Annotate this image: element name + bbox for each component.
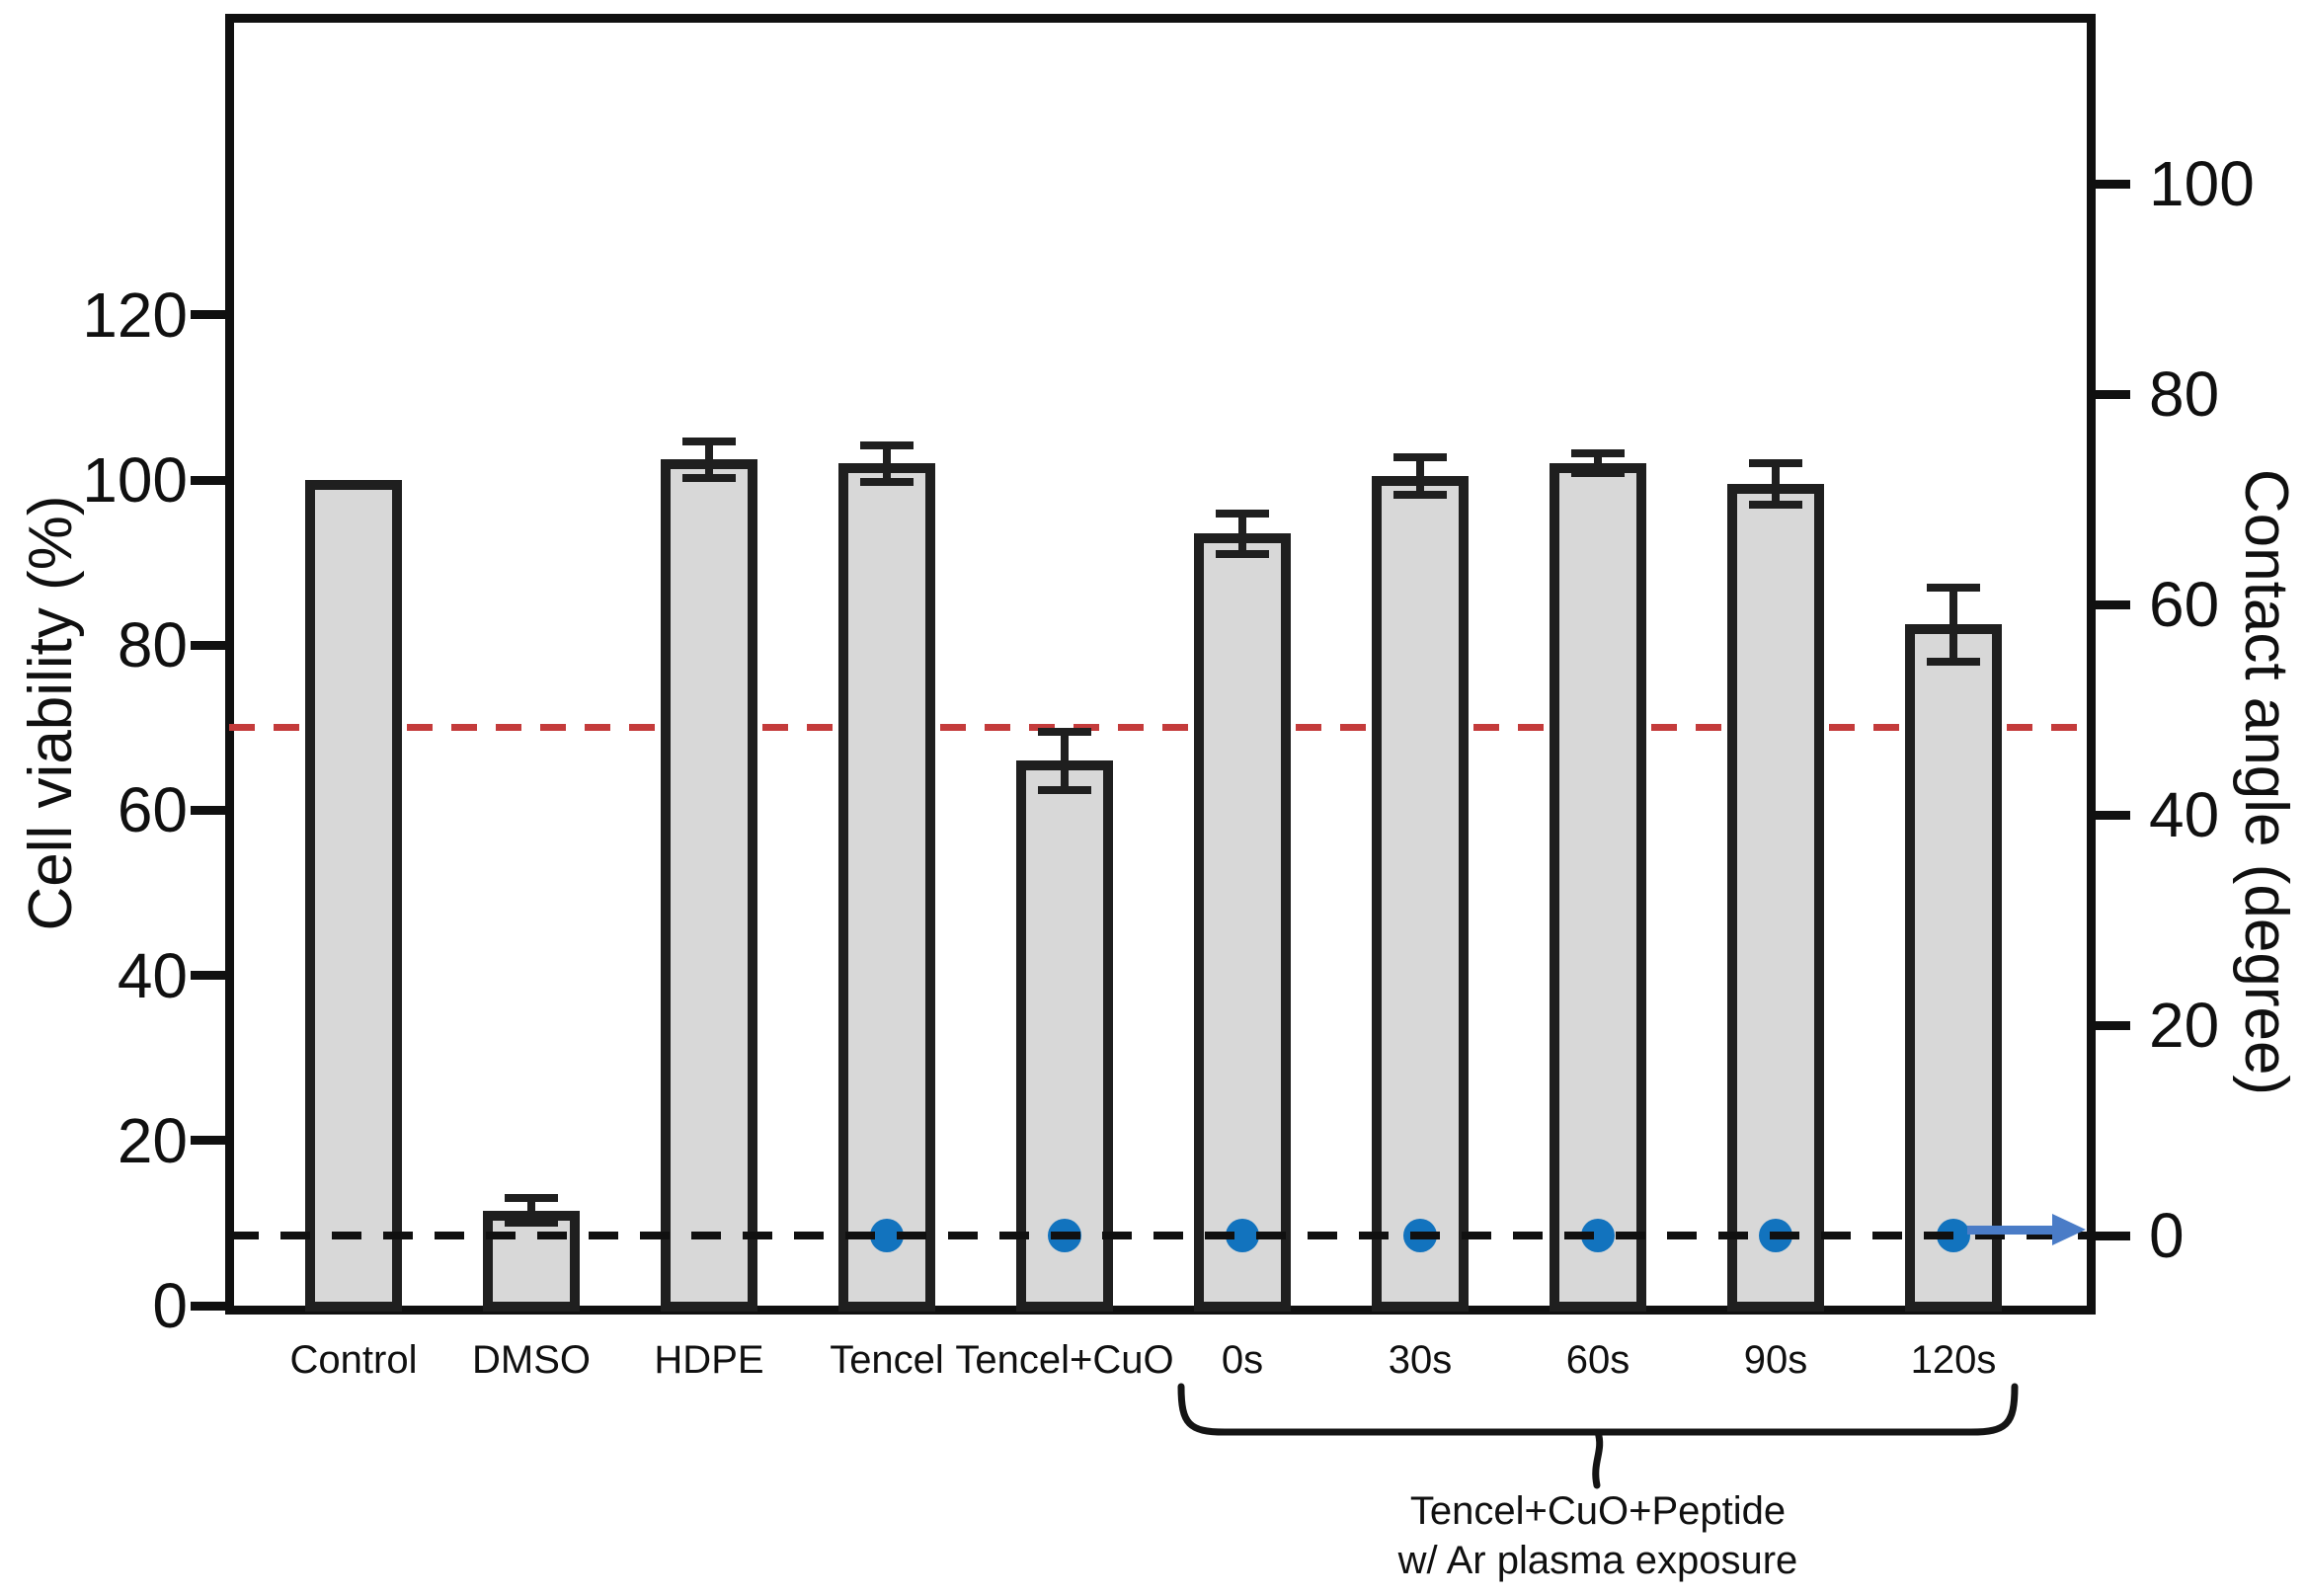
error-bar-cap-bottom (1393, 491, 1447, 500)
group-bracket-tail (1592, 1428, 1604, 1489)
error-bar-line (1416, 456, 1424, 496)
left-axis-tick (191, 1301, 231, 1311)
error-bar-cap-top (505, 1194, 558, 1203)
x-category-label-60s: 60s (1565, 1338, 1630, 1382)
error-bar-cap-top (1393, 452, 1447, 461)
right-axis-tick-label: 0 (2149, 1200, 2185, 1271)
x-category-label-Tencel+CuO: Tencel+CuO (955, 1338, 1174, 1382)
error-bar-cap-top (1038, 728, 1091, 737)
error-bar-line (1238, 513, 1246, 555)
zero-contact-angle-line (229, 1232, 2092, 1239)
error-bar-cap-bottom (1571, 469, 1625, 478)
right-axis-tick (2090, 599, 2130, 609)
bar-60s (1550, 463, 1646, 1312)
error-bar-line (1949, 587, 1957, 662)
left-axis-tick-label: 120 (82, 279, 188, 351)
x-category-label-Control: Control (289, 1338, 418, 1382)
bar-0s (1194, 533, 1291, 1312)
error-bar-cap-top (860, 440, 914, 449)
x-category-label-30s: 30s (1388, 1338, 1453, 1382)
error-bar-cap-bottom (682, 473, 736, 482)
left-axis-tick (191, 475, 231, 485)
x-category-label-0s: 0s (1221, 1338, 1264, 1382)
left-axis-tick-label: 100 (82, 444, 188, 517)
bar-Control (305, 480, 402, 1312)
error-bar-cap-top (1216, 509, 1269, 518)
bar-HDPE (661, 459, 757, 1312)
error-bar-line (705, 440, 713, 478)
x-category-label-Tencel: Tencel (830, 1338, 944, 1382)
right-axis-tick (2090, 1020, 2130, 1030)
error-bar-line (883, 444, 891, 482)
left-axis-tick (191, 1136, 231, 1146)
group-bracket (1177, 1383, 2019, 1436)
right-axis-tick (2090, 389, 2130, 399)
error-bar-cap-bottom (860, 477, 914, 486)
left-axis-tick (191, 971, 231, 981)
error-bar-cap-top (1749, 459, 1802, 468)
bar-DMSO (483, 1210, 580, 1312)
zero-arrow-tail (1967, 1226, 2052, 1235)
left-axis-tick (191, 640, 231, 650)
right-axis-tick-label: 20 (2149, 990, 2220, 1062)
error-bar-cap-bottom (505, 1219, 558, 1228)
error-bar-cap-top (682, 437, 736, 445)
bar-Tencel (838, 463, 935, 1312)
error-bar-cap-bottom (1038, 785, 1091, 794)
error-bar-cap-bottom (1927, 657, 1980, 666)
bar-90s (1727, 484, 1824, 1312)
left-axis-tick-label: 20 (117, 1104, 188, 1176)
right-axis-tick-label: 80 (2149, 359, 2220, 431)
error-bar-line (527, 1198, 535, 1224)
plot-frame (225, 14, 2096, 1315)
right-axis-tick-label: 60 (2149, 569, 2220, 641)
left-axis-tick-label: 60 (117, 774, 188, 846)
right-axis-tick-label: 100 (2149, 148, 2255, 220)
x-category-label-DMSO: DMSO (472, 1338, 591, 1382)
error-bar-cap-bottom (1216, 550, 1269, 559)
x-category-label-90s: 90s (1743, 1338, 1808, 1382)
error-bar-cap-top (1927, 583, 1980, 592)
x-category-label-120s: 120s (1910, 1338, 1997, 1382)
error-bar-cap-bottom (1749, 501, 1802, 510)
right-axis-tick-label: 40 (2149, 779, 2220, 851)
error-bar-line (1594, 453, 1602, 474)
right-axis-tick (2090, 810, 2130, 820)
left-axis-tick-label: 40 (117, 939, 188, 1011)
right-axis-tick (2090, 1231, 2130, 1240)
zero-arrow-head (2052, 1214, 2086, 1245)
left-axis-tick (191, 805, 231, 815)
error-bar-line (1061, 732, 1069, 790)
bar-30s (1372, 475, 1469, 1312)
left-axis-tick-label: 0 (152, 1270, 188, 1341)
bracket-caption-line2: w/ Ar plasma exposure (1397, 1539, 1798, 1582)
right-axis-tick (2090, 179, 2130, 189)
error-bar-line (1772, 463, 1780, 506)
error-bar-cap-top (1571, 449, 1625, 458)
bracket-caption-line1: Tencel+CuO+Peptide (1409, 1489, 1787, 1533)
bar-120s (1905, 624, 2002, 1312)
left-axis-tick-label: 80 (117, 609, 188, 681)
x-category-label-HDPE: HDPE (654, 1338, 764, 1382)
viability-threshold-line (229, 723, 2092, 731)
left-axis-tick (191, 310, 231, 320)
